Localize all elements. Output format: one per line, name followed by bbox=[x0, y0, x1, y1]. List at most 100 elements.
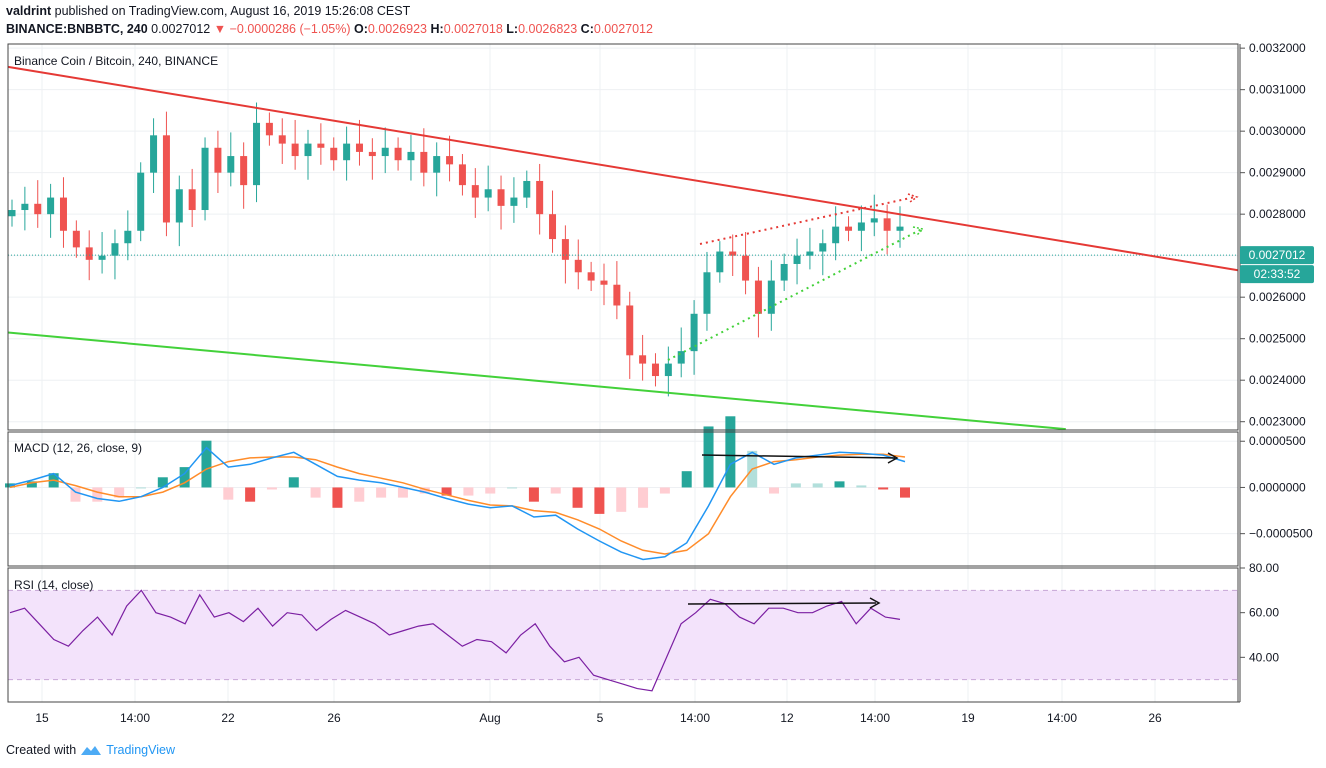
candle-body bbox=[523, 180, 531, 198]
footer-created: Created with bbox=[6, 743, 77, 757]
macd-histogram-bar bbox=[441, 487, 452, 496]
published-info: published on TradingView.com, August 16,… bbox=[54, 4, 411, 18]
macd-histogram-bar bbox=[245, 487, 256, 502]
candle-body bbox=[703, 272, 711, 314]
footer-brand[interactable]: TradingView bbox=[106, 743, 175, 757]
rsi-divergence-arrow bbox=[687, 602, 877, 605]
candle-body bbox=[72, 230, 80, 248]
rsi-line bbox=[9, 589, 901, 692]
macd-histogram-bar bbox=[790, 483, 801, 488]
macd-histogram-bar bbox=[179, 467, 190, 488]
macd-histogram-bar bbox=[376, 487, 387, 498]
support-trendline bbox=[7, 331, 1066, 431]
candle-body bbox=[626, 305, 634, 356]
macd-histogram-bar bbox=[594, 487, 605, 514]
macd-histogram-bar bbox=[900, 487, 910, 498]
macd-divergence-arrow bbox=[701, 454, 896, 459]
rsi-tick-label: 60.00 bbox=[1249, 606, 1279, 620]
macd-histogram-bar bbox=[725, 416, 736, 488]
candle-body bbox=[85, 247, 93, 260]
symbol-label: BINANCE:BNBBTC, 240 bbox=[6, 22, 148, 36]
macd-histogram-bar bbox=[135, 487, 146, 489]
candle-body bbox=[780, 263, 788, 281]
candle-body bbox=[368, 151, 376, 157]
macd-histogram-bar bbox=[856, 485, 867, 488]
x-tick-label: 26 bbox=[327, 711, 341, 725]
candle-body bbox=[21, 203, 29, 211]
y-tick-label: 0.0028000 bbox=[1249, 207, 1306, 221]
candle-body bbox=[343, 143, 351, 161]
x-tick-label: 14:00 bbox=[120, 711, 150, 725]
candle-body bbox=[587, 272, 595, 281]
candle-body bbox=[651, 363, 659, 377]
author-name[interactable]: valdrint bbox=[6, 4, 52, 18]
candle-body bbox=[137, 172, 145, 231]
macd-histogram-bar bbox=[834, 481, 845, 488]
candle-body bbox=[355, 143, 363, 152]
candle-body bbox=[278, 135, 286, 144]
low-value: 0.0026823 bbox=[518, 22, 578, 36]
candle-body bbox=[304, 143, 312, 157]
candle-body bbox=[664, 363, 672, 377]
candle-body bbox=[613, 284, 621, 306]
candle-body bbox=[767, 280, 775, 314]
candle-body bbox=[677, 351, 685, 364]
macd-histogram-bar bbox=[266, 487, 277, 490]
axis-labels: 15 14:00 22 26 Aug 5 14:00 12 14:00 19 14:00 26 0.00… bbox=[35, 41, 1314, 725]
candle-body bbox=[265, 122, 273, 136]
low-label: L: bbox=[506, 22, 519, 36]
candle-body bbox=[446, 156, 454, 165]
candle-body bbox=[317, 143, 325, 148]
candle-body bbox=[574, 259, 582, 273]
candle-body bbox=[98, 255, 106, 260]
candle-body bbox=[857, 222, 865, 231]
y-tick-label: 0.0025000 bbox=[1249, 332, 1306, 346]
macd-histogram-bar bbox=[485, 487, 496, 494]
wedge-upper-line bbox=[699, 196, 916, 245]
y-tick-label: 0.0026000 bbox=[1249, 290, 1306, 304]
macd-histogram-bar bbox=[681, 471, 692, 488]
macd-histogram-bar bbox=[397, 487, 408, 498]
candle-body bbox=[201, 147, 209, 211]
close-label: C: bbox=[580, 22, 594, 36]
macd-tick-label: 0.0000500 bbox=[1249, 434, 1306, 448]
candle-body bbox=[150, 135, 158, 173]
macd-histogram-bar bbox=[528, 487, 539, 502]
y-tick-label: 0.0024000 bbox=[1249, 373, 1306, 387]
rsi-pane-title: RSI (14, close) bbox=[14, 578, 93, 592]
x-tick-label: 14:00 bbox=[860, 711, 890, 725]
macd-signal-line bbox=[9, 453, 906, 555]
candle-body bbox=[561, 239, 569, 260]
macd-histogram-bar bbox=[878, 487, 889, 490]
rsi-band-fill bbox=[8, 590, 1238, 680]
candle-body bbox=[690, 313, 698, 352]
high-label: H: bbox=[430, 22, 444, 36]
macd-histogram-bar bbox=[288, 477, 299, 488]
pane-frame bbox=[7, 431, 1239, 567]
candle-body bbox=[47, 197, 55, 215]
macd-histogram-bar bbox=[26, 481, 37, 488]
macd-histogram-bar bbox=[769, 487, 780, 494]
countdown-tag bbox=[1240, 265, 1314, 284]
macd-histogram-bar bbox=[550, 487, 561, 494]
macd-histogram-bar bbox=[114, 487, 125, 498]
candle-body bbox=[832, 226, 840, 244]
change-down-icon: ▼ bbox=[213, 22, 227, 36]
candle-body bbox=[845, 226, 853, 231]
macd-divergence-arrowhead bbox=[887, 452, 899, 464]
macd-histogram-bar bbox=[310, 487, 321, 498]
candle-body bbox=[291, 143, 299, 157]
open-value: 0.0026923 bbox=[367, 22, 428, 36]
macd-histogram-bar bbox=[201, 440, 212, 488]
macd-histogram-bar bbox=[703, 426, 714, 488]
macd-tick-label: −0.0000500 bbox=[1249, 527, 1313, 541]
macd-histogram-bar bbox=[332, 487, 343, 508]
candle-body bbox=[253, 122, 261, 186]
macd-line bbox=[9, 446, 906, 561]
macd-histogram-bar bbox=[812, 483, 823, 488]
candle-body bbox=[240, 156, 248, 186]
y-tick-label: 0.0023000 bbox=[1249, 415, 1306, 429]
x-tick-label: 19 bbox=[961, 711, 975, 725]
candle-body bbox=[175, 189, 183, 223]
